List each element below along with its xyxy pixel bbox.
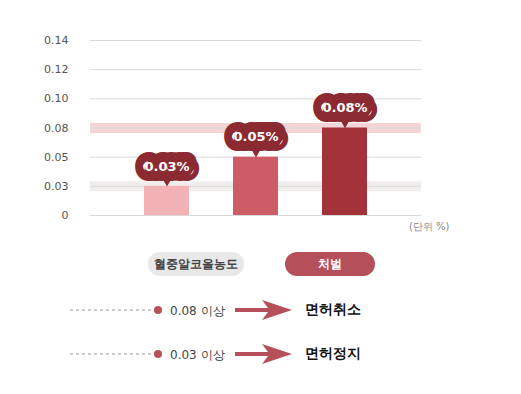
svg-text:0.10: 0.10 [44, 92, 69, 105]
html-text:처벌: 처벌 [318, 257, 342, 271]
html-text:0.08 이상: 0.08 이상 [170, 304, 225, 318]
svg-text:0.05: 0.05 [44, 151, 69, 164]
svg-text:0.14: 0.14 [44, 34, 69, 47]
html-text:면허정지: 면허정지 [305, 345, 361, 361]
svg-text:0.08%: 0.08% [322, 100, 367, 115]
svg-text:(단위 %): (단위 %) [409, 221, 450, 232]
svg-text:0.03: 0.03 [44, 180, 69, 193]
svg-text:0.05%: 0.05% [233, 129, 278, 144]
html-text:혈중알코올농도: 혈중알코올농도 [154, 257, 238, 271]
html-text:면허취소: 면허취소 [305, 301, 361, 317]
svg-text:0.08: 0.08 [44, 122, 69, 135]
html-text:0.03 이상: 0.03 이상 [170, 348, 225, 362]
svg-text:0: 0 [62, 209, 69, 222]
svg-text:0.12: 0.12 [44, 63, 69, 76]
svg-text:0.03%: 0.03% [144, 158, 189, 173]
